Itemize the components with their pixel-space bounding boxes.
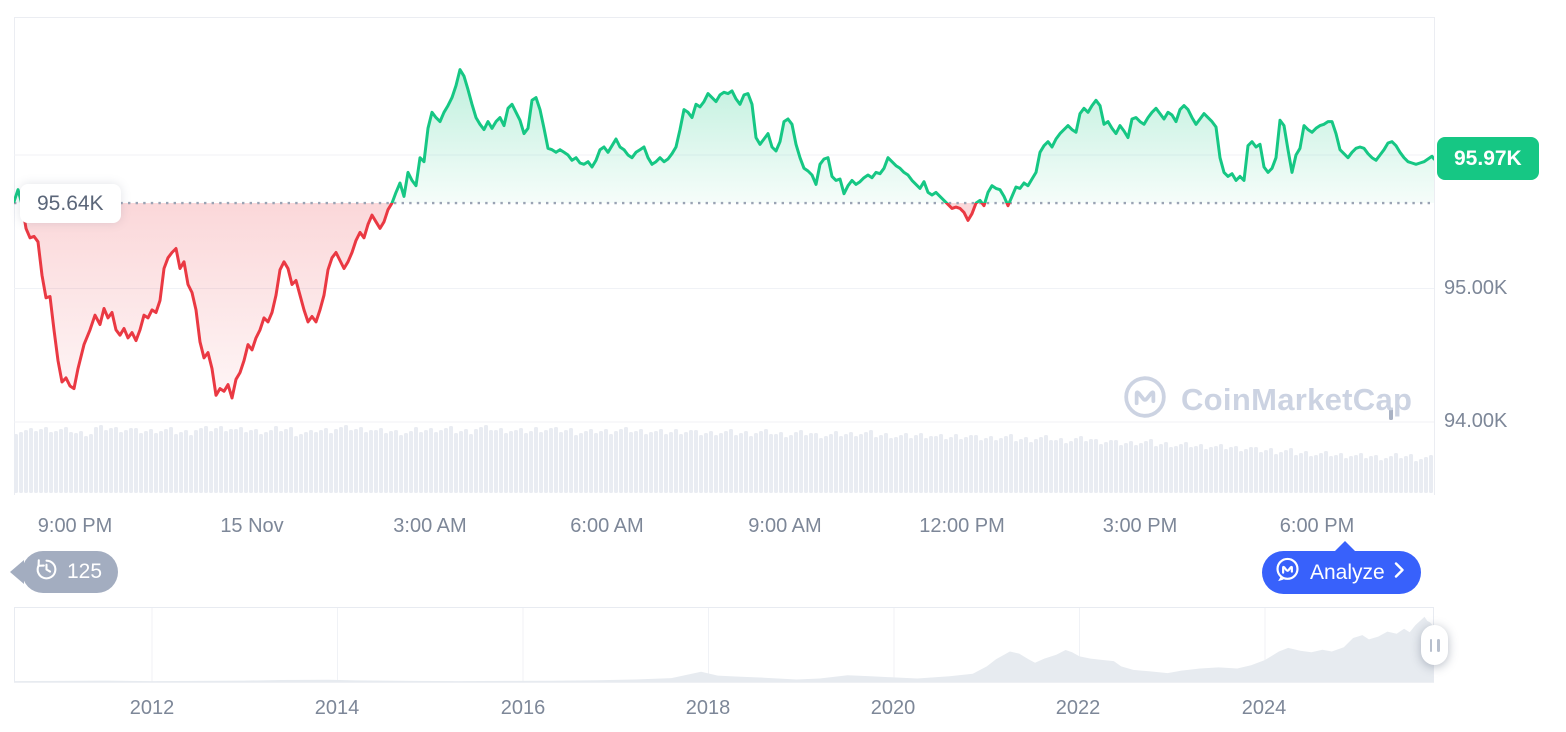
- drag-handle-icon: [1437, 638, 1440, 652]
- chart-plot-frame: [14, 17, 1435, 495]
- nav-year-label: 2022: [1055, 697, 1101, 719]
- y-axis-label: 94.00K: [1444, 410, 1508, 432]
- x-axis-label: 12:00 PM: [919, 515, 1005, 537]
- x-axis-label: 3:00 PM: [1102, 515, 1178, 537]
- nav-year-label: 2012: [129, 697, 175, 719]
- range-navigator-chart[interactable]: [14, 607, 1435, 684]
- x-axis-label: 3:00 AM: [393, 515, 467, 537]
- x-axis-label: 15 Nov: [220, 515, 284, 537]
- main-price-chart[interactable]: [14, 17, 1434, 495]
- coinmarketcap-logo-icon: [1122, 374, 1168, 425]
- nav-year-label: 2024: [1241, 697, 1287, 719]
- nav-year-label: 2020: [870, 697, 916, 719]
- cmc-chat-icon: [1274, 556, 1301, 589]
- x-axis-label: 9:00 PM: [37, 515, 113, 537]
- y-axis-label: 95.00K: [1444, 277, 1508, 299]
- watermark-text: CoinMarketCap: [1181, 381, 1413, 417]
- baseline-price-value: 95.64K: [37, 191, 104, 215]
- nav-year-label: 2014: [314, 697, 360, 719]
- watermark: CoinMarketCap: [1122, 374, 1412, 425]
- x-axis-label: 9:00 AM: [748, 515, 822, 537]
- x-axis-label: 6:00 AM: [570, 515, 644, 537]
- history-badge[interactable]: 125: [9, 551, 119, 593]
- drag-handle-icon: [1429, 638, 1432, 652]
- current-price-badge: 95.97K: [1437, 137, 1539, 180]
- analyze-button[interactable]: Analyze: [1262, 541, 1421, 594]
- history-clock-icon: [34, 557, 59, 588]
- nav-year-label: 2016: [500, 697, 546, 719]
- nav-year-label: 2018: [685, 697, 731, 719]
- x-axis-label: 6:00 PM: [1279, 515, 1355, 537]
- navigator-resize-handle[interactable]: [1421, 625, 1448, 665]
- analyze-label: Analyze: [1310, 560, 1385, 584]
- chevron-right-icon: [1394, 561, 1405, 585]
- history-count: 125: [67, 560, 103, 583]
- baseline-price-label: 95.64K: [20, 184, 121, 223]
- current-price-value: 95.97K: [1454, 146, 1522, 170]
